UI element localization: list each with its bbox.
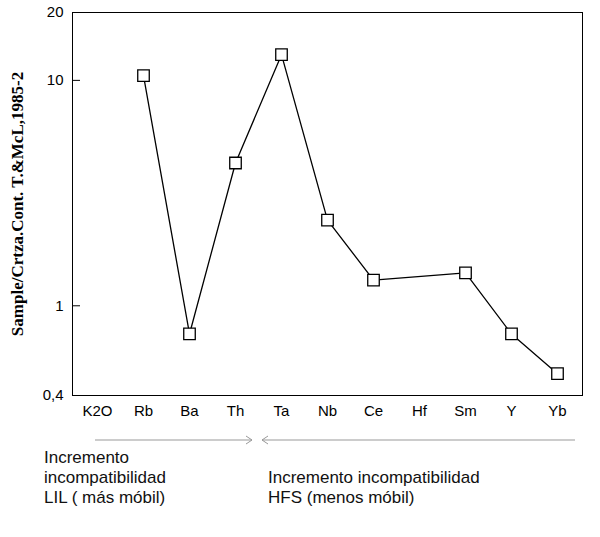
svg-text:20: 20 bbox=[47, 3, 64, 20]
svg-text:Rb: Rb bbox=[134, 402, 153, 419]
svg-text:Ce: Ce bbox=[364, 402, 383, 419]
html-text:Incremento incompatibilidad HF: Incremento incompatibilidad HFS (menos m… bbox=[268, 468, 480, 507]
svg-text:Ta: Ta bbox=[274, 402, 291, 419]
svg-text:Nb: Nb bbox=[318, 402, 337, 419]
svg-text:Y: Y bbox=[506, 402, 516, 419]
svg-text:0,4: 0,4 bbox=[43, 386, 64, 403]
svg-text:Ba: Ba bbox=[180, 402, 199, 419]
svg-text:Sm: Sm bbox=[454, 402, 477, 419]
svg-text:Hf: Hf bbox=[412, 402, 428, 419]
svg-text:Yb: Yb bbox=[548, 402, 566, 419]
svg-text:Th: Th bbox=[227, 402, 245, 419]
html-text:Incremento incompatibilidad LI: Incremento incompatibilidad LIL ( más mó… bbox=[44, 448, 166, 507]
svg-text:10: 10 bbox=[47, 71, 64, 88]
svg-text:1: 1 bbox=[55, 297, 63, 314]
svg-text:Sample/Crtza.Cont. T.&McL,1985: Sample/Crtza.Cont. T.&McL,1985-2 bbox=[8, 72, 27, 336]
svg-text:K2O: K2O bbox=[82, 402, 112, 419]
